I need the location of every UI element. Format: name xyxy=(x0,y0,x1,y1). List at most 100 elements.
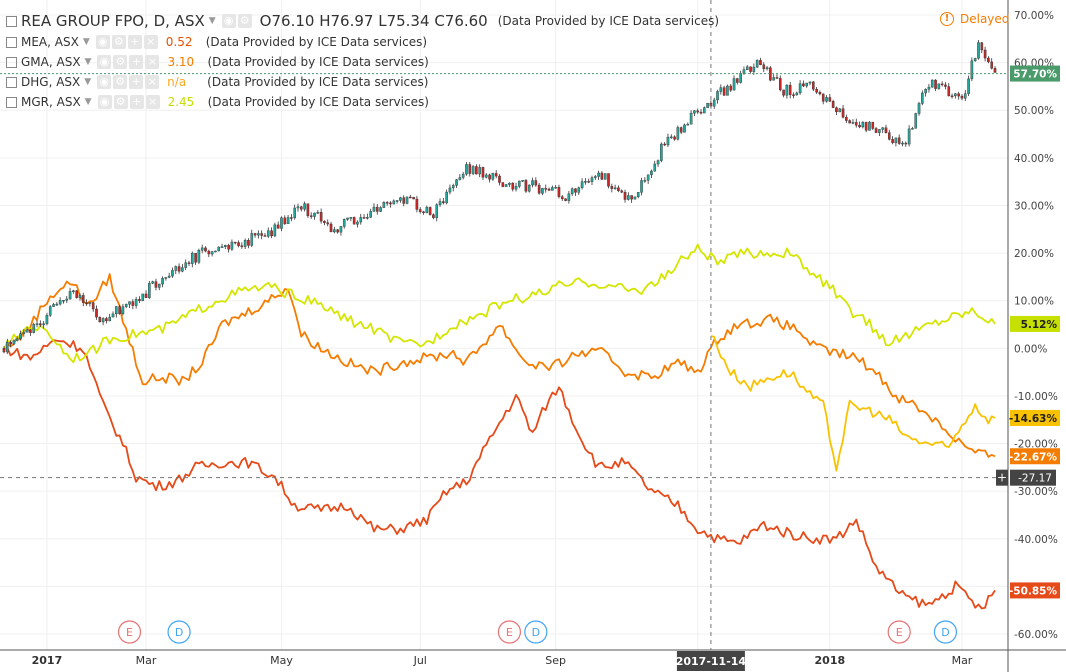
candle[interactable] xyxy=(484,174,488,178)
candle[interactable] xyxy=(504,184,508,187)
eye-icon[interactable]: ◉ xyxy=(97,95,112,109)
candle[interactable] xyxy=(422,211,425,213)
candle[interactable] xyxy=(356,221,359,225)
candle[interactable] xyxy=(412,196,415,200)
candle[interactable] xyxy=(124,304,128,307)
candle[interactable] xyxy=(481,167,485,178)
collapse-icon[interactable] xyxy=(6,15,17,27)
candle[interactable] xyxy=(597,172,600,177)
candle[interactable] xyxy=(283,217,287,224)
candle[interactable] xyxy=(48,306,52,316)
candle[interactable] xyxy=(306,203,310,216)
candle[interactable] xyxy=(584,181,587,183)
candle[interactable] xyxy=(564,198,567,201)
candle[interactable] xyxy=(782,89,785,96)
candle[interactable] xyxy=(894,137,898,143)
candle[interactable] xyxy=(567,193,571,201)
candle[interactable] xyxy=(75,290,78,298)
candle[interactable] xyxy=(699,111,703,114)
candle[interactable] xyxy=(577,187,581,193)
candle[interactable] xyxy=(541,188,544,194)
candle[interactable] xyxy=(157,283,161,288)
candle[interactable] xyxy=(544,188,548,190)
candle[interactable] xyxy=(676,127,680,140)
candle[interactable] xyxy=(68,291,72,300)
candle[interactable] xyxy=(967,78,970,94)
candle[interactable] xyxy=(101,318,105,323)
candle[interactable] xyxy=(798,83,802,94)
candle[interactable] xyxy=(845,117,848,121)
candle[interactable] xyxy=(458,177,462,180)
candle[interactable] xyxy=(990,61,993,69)
candle[interactable] xyxy=(425,207,429,213)
candle[interactable] xyxy=(382,202,386,208)
candle[interactable] xyxy=(35,323,39,325)
candle[interactable] xyxy=(610,185,614,189)
candle[interactable] xyxy=(765,67,769,70)
candle[interactable] xyxy=(214,250,217,253)
candle[interactable] xyxy=(868,121,871,131)
gear-icon[interactable]: ⚙ xyxy=(237,14,252,28)
candle[interactable] xyxy=(9,341,12,345)
candle[interactable] xyxy=(795,92,799,96)
candle[interactable] xyxy=(858,125,861,128)
chevron-down-icon[interactable]: ▼ xyxy=(208,16,216,26)
candle[interactable] xyxy=(217,246,221,252)
candle[interactable] xyxy=(161,278,164,285)
candle[interactable] xyxy=(418,209,422,212)
candle[interactable] xyxy=(296,206,300,209)
candle[interactable] xyxy=(736,78,739,83)
chevron-down-icon[interactable]: ▼ xyxy=(84,57,92,67)
candle[interactable] xyxy=(983,49,987,59)
candle[interactable] xyxy=(247,239,250,246)
candle[interactable] xyxy=(838,108,842,113)
candle[interactable] xyxy=(537,184,541,194)
candle[interactable] xyxy=(428,207,432,215)
candle[interactable] xyxy=(755,60,759,68)
candle[interactable] xyxy=(148,283,151,298)
candle[interactable] xyxy=(409,196,412,199)
candle[interactable] xyxy=(81,295,85,303)
candle[interactable] xyxy=(25,329,29,333)
candle[interactable] xyxy=(884,127,888,133)
candle[interactable] xyxy=(39,323,42,326)
candle[interactable] xyxy=(78,295,82,298)
candle[interactable] xyxy=(220,246,224,248)
candle[interactable] xyxy=(12,340,16,345)
candle[interactable] xyxy=(719,87,723,92)
candle[interactable] xyxy=(775,77,779,79)
candle[interactable] xyxy=(253,233,257,236)
add-icon[interactable]: + xyxy=(129,55,144,69)
candle[interactable] xyxy=(874,128,878,133)
candle[interactable] xyxy=(55,303,59,306)
candle[interactable] xyxy=(134,299,138,306)
candle[interactable] xyxy=(772,77,775,81)
candle[interactable] xyxy=(224,244,227,247)
candle[interactable] xyxy=(329,223,333,233)
candle[interactable] xyxy=(58,300,62,305)
candle[interactable] xyxy=(45,315,49,324)
candle[interactable] xyxy=(527,184,531,192)
candle[interactable] xyxy=(560,196,564,199)
eye-icon[interactable]: ◉ xyxy=(221,14,236,28)
candle[interactable] xyxy=(778,78,782,91)
candle[interactable] xyxy=(534,180,538,186)
candle[interactable] xyxy=(963,93,967,99)
candle[interactable] xyxy=(934,79,937,89)
candle[interactable] xyxy=(233,241,237,244)
candle[interactable] xyxy=(494,173,498,177)
candle[interactable] xyxy=(88,302,92,304)
candle[interactable] xyxy=(200,247,204,251)
candle[interactable] xyxy=(290,217,293,219)
candle[interactable] xyxy=(788,84,792,95)
candle[interactable] xyxy=(587,181,590,183)
candle[interactable] xyxy=(689,112,693,125)
candle[interactable] xyxy=(950,95,954,98)
candle[interactable] xyxy=(970,60,974,80)
candle[interactable] xyxy=(29,329,32,333)
candle[interactable] xyxy=(468,164,472,174)
candle[interactable] xyxy=(455,179,458,186)
candle[interactable] xyxy=(415,198,419,210)
candle[interactable] xyxy=(190,252,194,264)
